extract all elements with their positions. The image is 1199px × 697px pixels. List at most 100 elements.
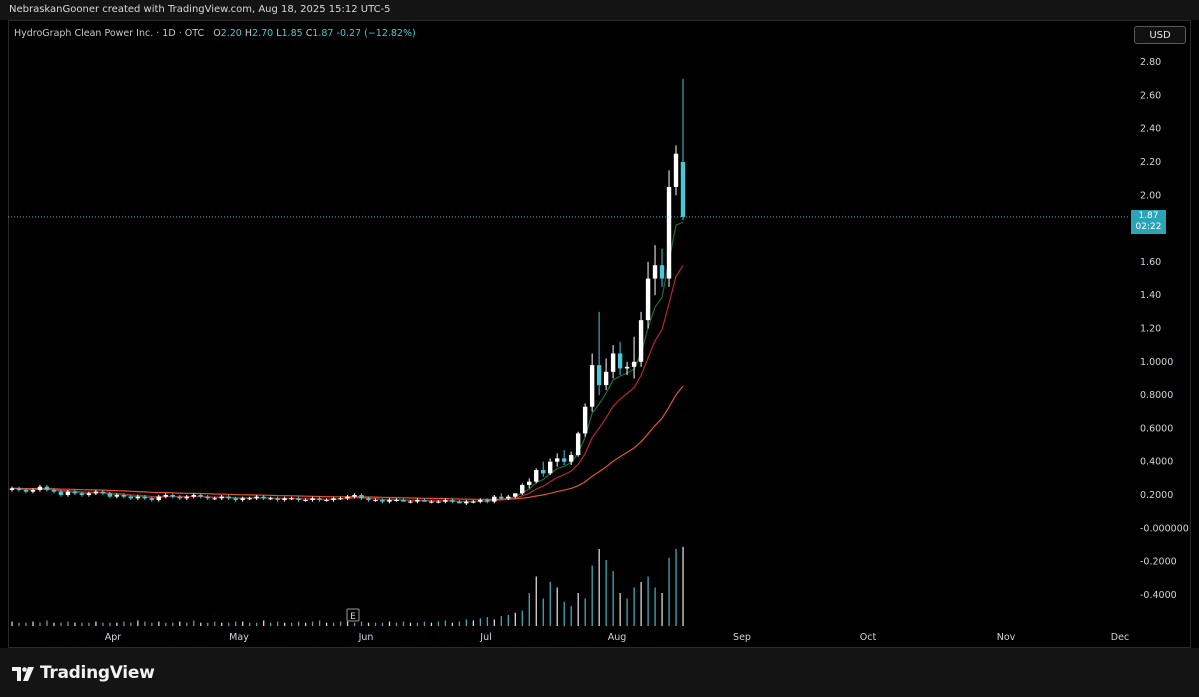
- volume-bar: [88, 622, 90, 626]
- volume-bar: [130, 622, 132, 626]
- volume-bar: [633, 587, 635, 626]
- volume-bar: [528, 593, 530, 626]
- volume-bar: [228, 622, 230, 626]
- candle-body: [450, 499, 455, 502]
- volume-bar: [332, 622, 335, 626]
- volume-bar: [221, 622, 223, 626]
- volume-bar: [339, 621, 342, 626]
- open-label: O: [213, 28, 221, 39]
- volume-bar: [81, 622, 83, 626]
- y-tick-label: 0.2000: [1140, 490, 1173, 501]
- volume-bar: [207, 622, 209, 626]
- y-tick-label: -0.2000: [1140, 557, 1177, 568]
- volume-bar: [661, 593, 663, 626]
- candle-body: [58, 491, 64, 495]
- volume-bar: [144, 621, 146, 626]
- candle-body: [86, 493, 92, 495]
- volume-bar: [311, 621, 314, 626]
- candle-body: [226, 496, 231, 499]
- currency-button[interactable]: USD: [1134, 26, 1186, 44]
- x-tick-label: Jul: [479, 632, 491, 643]
- candle-body: [471, 501, 476, 503]
- candle-body: [72, 491, 78, 494]
- y-tick-label: 1.40: [1140, 290, 1161, 301]
- candle-body: [485, 499, 490, 502]
- volume-bar: [388, 621, 391, 626]
- high-value: 2.70: [252, 28, 274, 39]
- volume-bar: [116, 622, 118, 626]
- volume-bar: [458, 621, 461, 626]
- candle-body: [520, 485, 525, 494]
- candle-body: [666, 186, 672, 279]
- candle-body: [289, 498, 294, 500]
- candle-body: [582, 406, 588, 434]
- candle-body: [680, 162, 686, 217]
- earnings-marker: [346, 608, 360, 622]
- y-tick-label: -0.000000: [1140, 523, 1189, 534]
- volume-bar: [514, 612, 516, 626]
- candle-body: [331, 498, 336, 500]
- volume-bar: [109, 622, 111, 626]
- candle-body: [198, 495, 203, 497]
- candle-body: [149, 498, 154, 500]
- candle-body: [240, 498, 245, 500]
- candle-body: [443, 499, 448, 502]
- volume-bar: [200, 622, 202, 626]
- volume-bar: [549, 582, 551, 626]
- volume-bar: [18, 622, 20, 626]
- volume-bar: [598, 549, 600, 626]
- top-bar: NebraskanGooner created with TradingView…: [0, 0, 1199, 20]
- y-tick-label: 1.60: [1140, 257, 1161, 268]
- candle-body: [303, 499, 308, 501]
- candle-body: [652, 265, 658, 279]
- volume-bar: [577, 593, 579, 626]
- candle-body: [156, 496, 161, 500]
- candle-body: [44, 486, 50, 491]
- volume-bar: [137, 620, 139, 626]
- candle-body: [135, 496, 141, 499]
- volume-bar: [556, 587, 558, 626]
- volume-bar: [542, 598, 544, 626]
- x-tick-label: Oct: [860, 632, 877, 643]
- candle-body: [128, 496, 134, 499]
- volume-bar: [158, 621, 160, 626]
- volume-bar: [654, 587, 656, 626]
- candle-body: [478, 499, 483, 502]
- volume-bar: [584, 598, 586, 626]
- candle-body: [429, 501, 434, 503]
- volume-bar: [423, 621, 426, 626]
- candle-body: [394, 499, 399, 501]
- volume-bar: [11, 621, 13, 626]
- candle-body: [492, 496, 497, 502]
- volume-bar: [472, 620, 475, 626]
- candle-body: [233, 498, 238, 500]
- candle-body: [191, 495, 196, 497]
- y-tick-label: 2.80: [1140, 57, 1161, 68]
- candle-body: [408, 501, 413, 503]
- volume-bar: [591, 565, 593, 626]
- volume-bar: [283, 622, 286, 626]
- candle-body: [610, 353, 616, 372]
- x-tick-label: Sep: [733, 632, 751, 643]
- candle-body: [568, 455, 574, 462]
- y-tick-label: 2.60: [1140, 90, 1161, 101]
- volume-bar: [74, 622, 76, 626]
- candle-body: [589, 365, 595, 407]
- candle-body: [436, 501, 441, 503]
- volume-bar: [640, 582, 642, 626]
- candle-body: [513, 493, 518, 497]
- candle-body: [366, 498, 371, 500]
- bar-countdown: 02:22: [1135, 222, 1162, 232]
- moving-average-line: [11, 265, 684, 502]
- x-tick-label: Aug: [608, 632, 627, 643]
- volume-bar: [535, 576, 537, 626]
- candle-body: [422, 499, 427, 502]
- candle-body: [415, 499, 420, 502]
- y-tick-label: 1.0000: [1140, 357, 1173, 368]
- tradingview-logo[interactable]: TradingView: [12, 663, 155, 683]
- x-tick-label: Dec: [1111, 632, 1129, 643]
- volume-bar: [179, 621, 181, 626]
- volume-bar: [521, 610, 523, 626]
- volume-bar: [668, 557, 670, 626]
